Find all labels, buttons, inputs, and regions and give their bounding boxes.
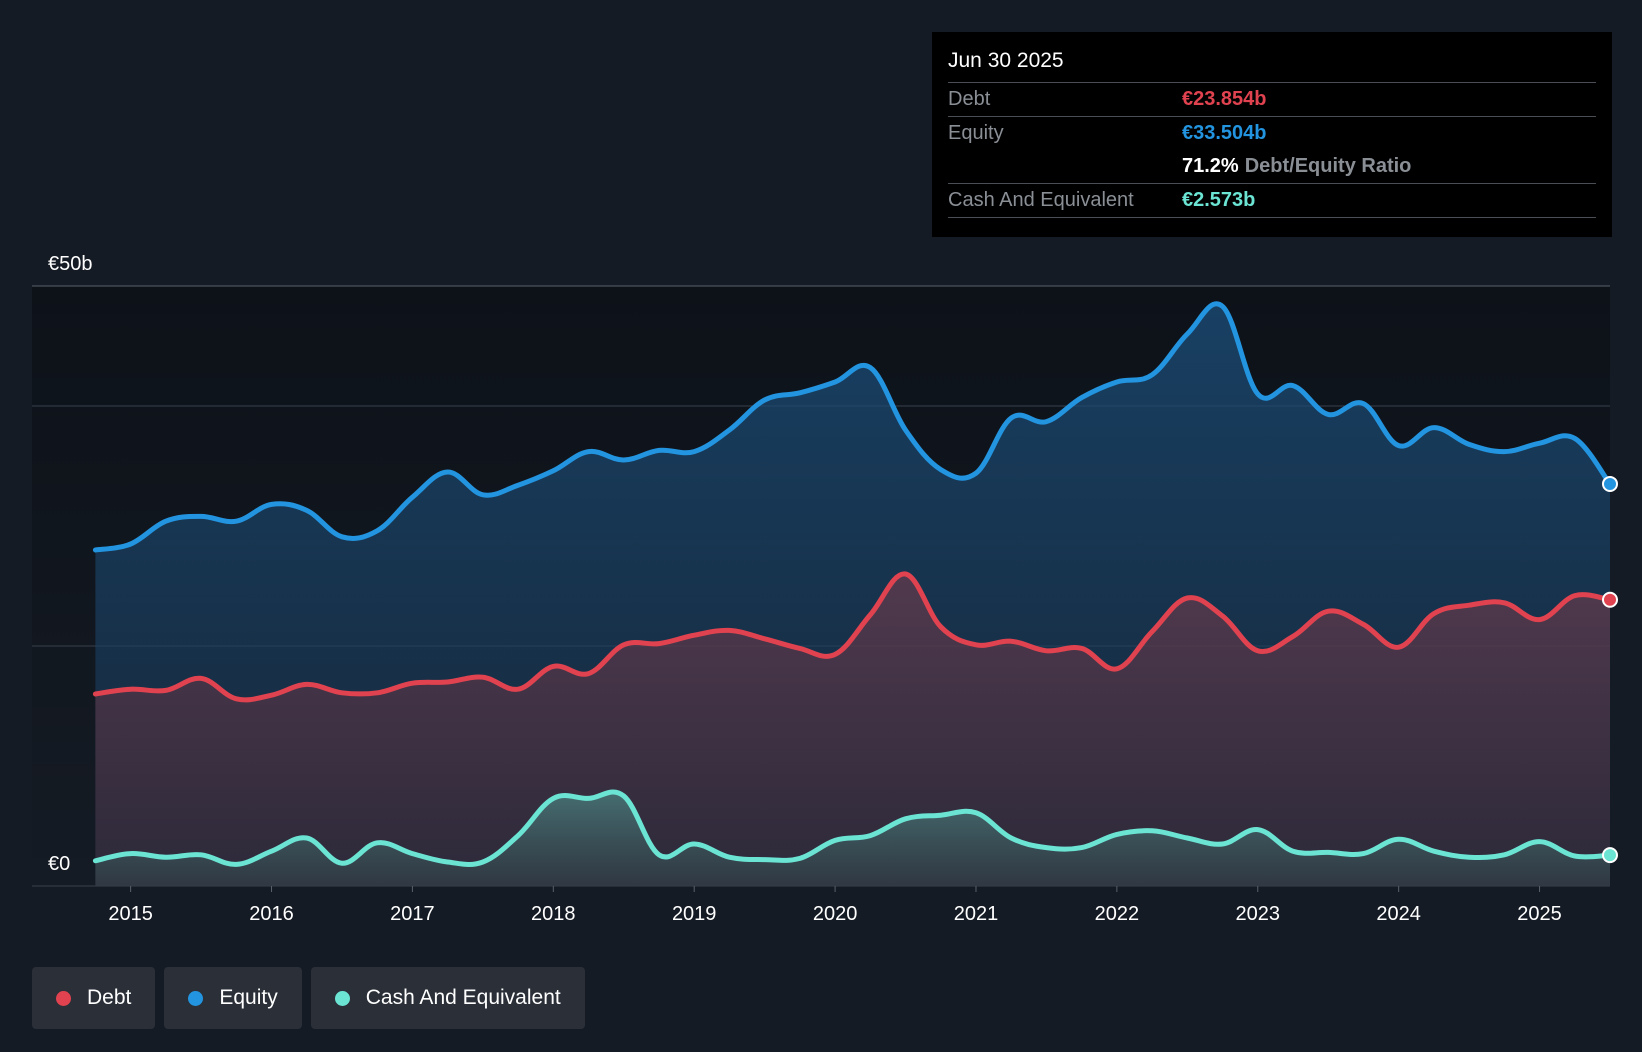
tooltip-ratio-label: Debt/Equity Ratio [1244, 155, 1412, 177]
tooltip-cash-label: Cash And Equivalent [948, 189, 1134, 211]
cash-end-point [1602, 847, 1618, 864]
tooltip-row-equity: Equity €33.504b [948, 116, 1596, 150]
legend-equity-label: Equity [219, 986, 278, 1009]
debt-dot-icon [56, 990, 71, 1006]
cash-line [92, 789, 1613, 868]
legend-item-equity[interactable]: Equity [164, 967, 302, 1029]
debt-line [92, 571, 1613, 703]
x-tick-label: 2017 [390, 903, 435, 925]
tooltip-debt-value: €23.854b [1182, 88, 1267, 110]
cash-dot-icon [334, 990, 350, 1006]
tooltip-date: Jun 30 2025 [948, 49, 1064, 72]
x-tick-label: 2021 [954, 903, 999, 925]
x-tick-label: 2016 [249, 903, 294, 925]
tooltip-debt-label: Debt [948, 88, 991, 110]
y-tick-label: €0 [48, 853, 70, 875]
legend-item-debt[interactable]: Debt [32, 967, 156, 1029]
x-tick-label: 2018 [531, 903, 576, 925]
legend-cash-label: Cash And Equivalent [365, 986, 561, 1009]
debt-area [95, 573, 1610, 886]
tooltip-row-ratio: 71.2% Debt/Equity Ratio [948, 150, 1596, 183]
x-tick-label: 2022 [1095, 903, 1140, 925]
chart-legend: Debt Equity Cash And Equivalent [32, 967, 585, 1029]
x-tick-label: 2025 [1517, 903, 1562, 925]
x-tick-label: 2015 [108, 903, 153, 925]
legend-item-cash[interactable]: Cash And Equivalent [310, 967, 585, 1029]
x-tick-label: 2019 [672, 903, 717, 925]
x-tick-label: 2023 [1236, 903, 1281, 925]
tooltip-cash-value: €2.573b [1182, 189, 1256, 211]
x-tick-label: 2024 [1376, 903, 1421, 925]
tooltip-panel: Jun 30 2025 Debt €23.854b Equity €33.504… [932, 32, 1612, 237]
equity-line [92, 301, 1613, 553]
tooltip-row-cash: Cash And Equivalent €2.573b [948, 183, 1596, 218]
y-tick-label: €50b [48, 253, 93, 275]
x-tick-label: 2020 [813, 903, 858, 925]
tooltip-equity-label: Equity [948, 122, 1004, 144]
debt-end-point [1602, 591, 1618, 608]
tooltip-row-debt: Debt €23.854b [948, 82, 1596, 116]
legend-debt-label: Debt [87, 986, 132, 1009]
equity-dot-icon [188, 990, 204, 1006]
tooltip-equity-value: €33.504b [1182, 122, 1267, 144]
equity-end-point [1602, 475, 1618, 492]
tooltip-ratio-value: 71.2% [1182, 155, 1239, 177]
